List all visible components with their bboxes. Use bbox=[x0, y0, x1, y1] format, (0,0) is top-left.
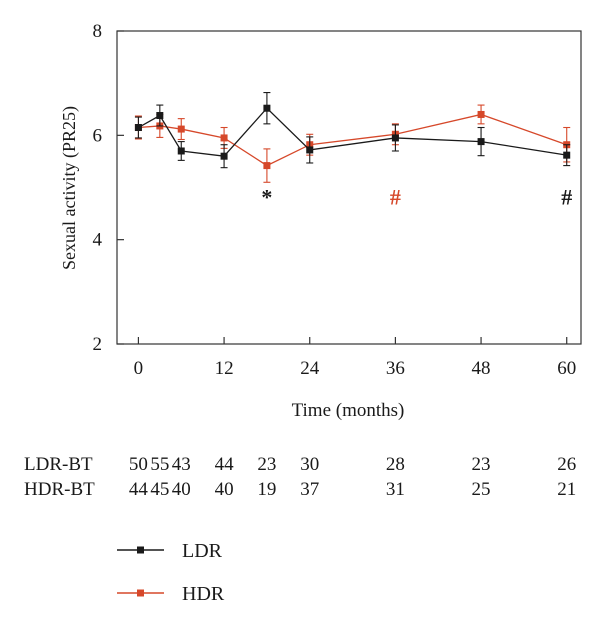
x-tick-label: 24 bbox=[300, 358, 320, 379]
y-axis: 2 4 6 8 bbox=[93, 21, 124, 355]
plot-frame bbox=[116, 30, 582, 345]
plot-border bbox=[116, 30, 582, 345]
x-tick-label: 48 bbox=[472, 358, 491, 379]
legend-marker bbox=[137, 546, 144, 554]
table-row-label: HDR-BT bbox=[24, 479, 95, 500]
table-cell: 44 bbox=[215, 454, 235, 475]
x-tick-label: 60 bbox=[557, 358, 576, 379]
table-cell: 40 bbox=[215, 479, 234, 500]
legend-entry-hdr: HDR bbox=[117, 583, 225, 605]
table-cell: 40 bbox=[172, 479, 191, 500]
significance-marker: # bbox=[561, 184, 572, 209]
legend-label: LDR bbox=[182, 540, 223, 562]
y-tick-label: 4 bbox=[93, 230, 103, 251]
data-point-hdr bbox=[477, 110, 485, 118]
table-cell: 26 bbox=[557, 454, 576, 475]
x-tick-label: 12 bbox=[215, 358, 234, 379]
data-point-ldr bbox=[563, 151, 571, 159]
table-cell: 30 bbox=[300, 454, 319, 475]
table-cell: 37 bbox=[300, 479, 319, 500]
table-row: LDR-BT 50 55 43 44 23 30 28 23 26 bbox=[24, 454, 576, 475]
legend-label: HDR bbox=[182, 583, 225, 605]
data-point-ldr bbox=[391, 134, 399, 142]
data-point-ldr bbox=[177, 147, 185, 155]
data-point-hdr bbox=[177, 125, 185, 133]
series-layer bbox=[134, 92, 571, 183]
significance-marker: * bbox=[261, 184, 272, 209]
data-point-ldr bbox=[263, 104, 271, 112]
series-line-hdr bbox=[138, 113, 567, 167]
x-tick-label: 0 bbox=[134, 358, 144, 379]
data-point-ldr bbox=[134, 124, 142, 132]
table-cell: 23 bbox=[472, 454, 491, 475]
x-axis-label: Time (months) bbox=[292, 400, 405, 421]
table-cell: 55 bbox=[150, 454, 169, 475]
legend: LDR HDR bbox=[117, 540, 225, 605]
x-tick-label: 36 bbox=[386, 358, 405, 379]
annotation-layer: * # # bbox=[261, 184, 572, 209]
series-line-ldr bbox=[138, 107, 567, 157]
table-cell: 43 bbox=[172, 454, 191, 475]
table-cell: 44 bbox=[129, 479, 149, 500]
y-tick-label: 8 bbox=[93, 21, 103, 42]
table-cell: 25 bbox=[472, 479, 491, 500]
y-tick-label: 2 bbox=[93, 334, 103, 355]
legend-marker bbox=[137, 589, 144, 597]
data-point-ldr bbox=[220, 152, 228, 160]
table-row: HDR-BT 44 45 40 40 19 37 31 25 21 bbox=[24, 479, 576, 500]
table-cell: 45 bbox=[150, 479, 169, 500]
y-axis-label: Sexual activity (PR25) bbox=[59, 106, 80, 270]
table-cell: 28 bbox=[386, 454, 405, 475]
table-cell: 19 bbox=[257, 479, 276, 500]
data-point-ldr bbox=[156, 112, 164, 120]
table-cell: 31 bbox=[386, 479, 405, 500]
x-axis: 0 12 24 36 48 60 bbox=[134, 337, 576, 379]
data-point-ldr bbox=[477, 138, 485, 146]
data-point-ldr bbox=[306, 146, 314, 154]
series-ldr bbox=[134, 92, 571, 169]
data-point-hdr bbox=[220, 134, 228, 142]
table-row-label: LDR-BT bbox=[24, 454, 93, 475]
table-cell: 21 bbox=[557, 479, 576, 500]
significance-marker: # bbox=[390, 184, 401, 209]
table-cell: 23 bbox=[257, 454, 276, 475]
legend-entry-ldr: LDR bbox=[117, 540, 223, 562]
table-cell: 50 bbox=[129, 454, 148, 475]
data-point-hdr bbox=[263, 162, 271, 170]
y-tick-label: 6 bbox=[93, 125, 103, 146]
